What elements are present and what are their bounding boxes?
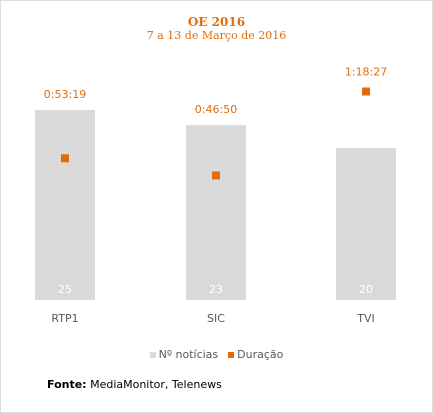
duration-label-tvi: 1:18:27 bbox=[345, 65, 387, 78]
duration-point-tvi bbox=[362, 87, 370, 96]
duration-label-sic: 0:46:50 bbox=[195, 103, 237, 116]
legend-swatch-noticias bbox=[149, 351, 156, 358]
duration-label-rtp1: 0:53:19 bbox=[44, 88, 86, 101]
legend-label-duracao: Duração bbox=[237, 348, 284, 361]
source-note: Fonte: MediaMonitor, Telenews bbox=[47, 378, 222, 391]
duration-point-sic bbox=[212, 171, 220, 180]
category-label-tvi: TVI bbox=[356, 312, 375, 325]
duration-point-rtp1 bbox=[61, 154, 69, 163]
bar-rtp1 bbox=[35, 110, 95, 300]
bar-tvi bbox=[336, 148, 396, 300]
source-text: MediaMonitor, Telenews bbox=[86, 378, 222, 391]
bar-label-tvi: 20 bbox=[359, 283, 373, 296]
legend-item-noticias: Nº notícias bbox=[149, 348, 219, 361]
legend-item-duracao: Duração bbox=[228, 348, 283, 361]
source-label: Fonte: bbox=[47, 378, 87, 391]
legend-swatch-duracao bbox=[228, 351, 235, 358]
chart-subtitle: 7 a 13 de Março de 2016 bbox=[146, 29, 287, 42]
category-label-sic: SIC bbox=[207, 312, 225, 325]
chart-legend: Nº notícias Duração bbox=[0, 348, 433, 361]
category-label-rtp1: RTP1 bbox=[51, 312, 78, 325]
bar-sic bbox=[186, 125, 246, 300]
bar-label-sic: 23 bbox=[209, 283, 223, 296]
legend-label-noticias: Nº notícias bbox=[158, 348, 219, 361]
chart-title: OE 2016 bbox=[187, 15, 246, 29]
bar-label-rtp1: 25 bbox=[58, 283, 72, 296]
